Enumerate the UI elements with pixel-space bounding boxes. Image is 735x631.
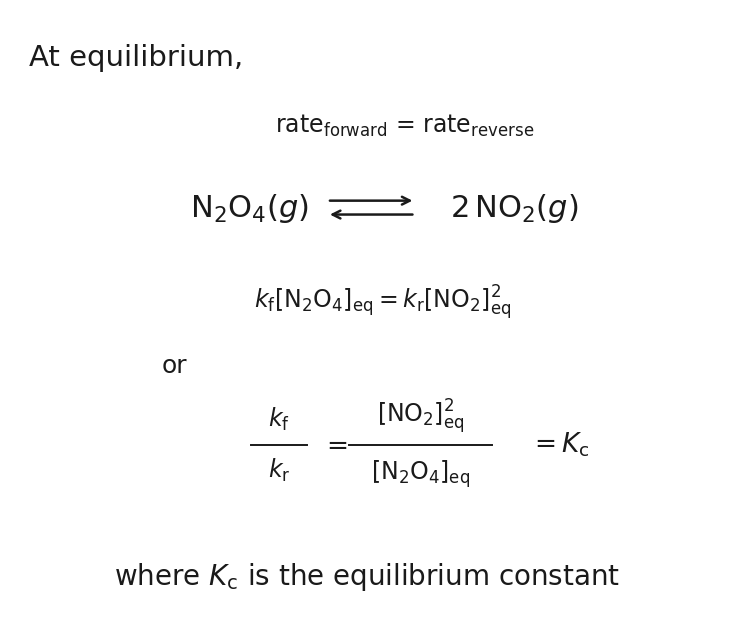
Text: $= K_{\mathregular{c}}$: $= K_{\mathregular{c}}$ <box>529 430 590 459</box>
Text: At equilibrium,: At equilibrium, <box>29 44 243 72</box>
Text: $k_{\mathregular{f}}[\mathregular{N_2O_4}]_{\mathregular{eq}} = k_{\mathregular{: $k_{\mathregular{f}}[\mathregular{N_2O_4… <box>254 283 511 322</box>
Text: $2\,\mathregular{NO_2}$($g$): $2\,\mathregular{NO_2}$($g$) <box>451 192 578 225</box>
Text: $k_{\mathregular{f}}$: $k_{\mathregular{f}}$ <box>268 406 290 433</box>
Text: $[\mathregular{N_2O_4}]_{\mathregular{eq}}$: $[\mathregular{N_2O_4}]_{\mathregular{eq… <box>371 459 470 490</box>
Text: $[\mathregular{NO_2}]^2_{\mathregular{eq}}$: $[\mathregular{NO_2}]^2_{\mathregular{eq… <box>376 397 465 436</box>
Text: or: or <box>162 354 187 378</box>
Text: $\mathregular{N_2O_4}$($g$): $\mathregular{N_2O_4}$($g$) <box>190 192 309 225</box>
Text: rate$_{\mathregular{forward}}$ = rate$_{\mathregular{reverse}}$: rate$_{\mathregular{forward}}$ = rate$_{… <box>275 113 534 139</box>
Text: where $K_{\mathregular{c}}$ is the equilibrium constant: where $K_{\mathregular{c}}$ is the equil… <box>115 562 620 593</box>
Text: $=$: $=$ <box>321 432 348 458</box>
Text: $k_{\mathregular{r}}$: $k_{\mathregular{r}}$ <box>268 456 290 484</box>
